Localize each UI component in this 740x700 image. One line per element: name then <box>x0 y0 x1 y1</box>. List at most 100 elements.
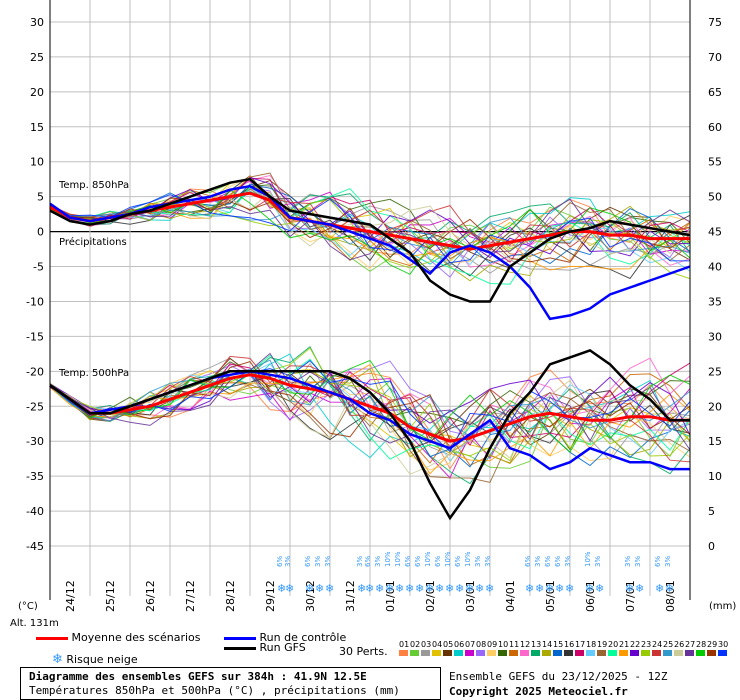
right-tick-label: 55 <box>708 156 722 169</box>
snow-risk-markers: 6% ❄ 3% ❄ 6% ❄ 3% ❄ 3% ❄ 3% ❄ 6% ❄ 3% ❄ 10% ❄ 10% ❄ 6% ❄ 6% ❄ 10… <box>276 551 674 595</box>
pert-swatch <box>465 650 474 656</box>
snow-risk-pct: 3% <box>474 556 482 567</box>
snow-risk-pct: 10% <box>464 551 472 567</box>
pert-number: 13 <box>531 640 542 649</box>
snowflake-icon: ❄ <box>277 582 286 595</box>
pert-swatch <box>432 650 441 656</box>
left-tick-label: -30 <box>26 435 44 448</box>
pert-number: 06 <box>454 640 465 649</box>
right-tick-label: 75 <box>708 16 722 29</box>
snow-risk-pct: 3% <box>314 556 322 567</box>
pert-number: 24 <box>652 640 663 649</box>
pert-number: 08 <box>476 640 487 649</box>
pert-number: 04 <box>432 640 443 649</box>
right-tick-label: 0 <box>708 540 715 553</box>
pert-number: 12 <box>520 640 531 649</box>
main-series <box>49 177 691 521</box>
run-info: Ensemble GEFS du 23/12/2025 - 12Z <box>449 670 668 683</box>
pert-number: 23 <box>641 640 652 649</box>
snowflake-icon: ❄ <box>365 582 374 595</box>
pert-swatch <box>718 650 727 656</box>
left-tick-label: 5 <box>37 191 44 204</box>
legend-mean-swatch <box>36 636 68 640</box>
pert-number: 10 <box>498 640 509 649</box>
snowflake-icon: ❄ <box>285 582 294 595</box>
date-tick-label: 03/01 <box>464 580 477 612</box>
member-line-01 <box>49 369 691 470</box>
pert-number: 19 <box>597 640 608 649</box>
member-line-02 <box>49 178 691 272</box>
snow-risk-pct: 6% <box>414 556 422 567</box>
right-tick-label: 45 <box>708 226 722 239</box>
snowflake-icon: ❄ <box>425 582 434 595</box>
pert-swatch <box>399 650 408 656</box>
snowflake-icon: ❄ <box>565 582 574 595</box>
pert-swatch <box>685 650 694 656</box>
perts-label: 30 Perts. <box>339 645 388 658</box>
snowflake-icon: ❄ <box>595 582 604 595</box>
date-tick-label: 02/01 <box>424 580 437 612</box>
left-tick-label: -35 <box>26 470 44 483</box>
left-tick-label: -45 <box>26 540 44 553</box>
pert-number: 07 <box>465 640 476 649</box>
snowflake-icon: ❄ <box>555 582 564 595</box>
snow-risk-pct: 6% <box>276 556 284 567</box>
pert-number: 11 <box>509 640 520 649</box>
snow-risk-pct: 3% <box>564 556 572 567</box>
snow-risk-pct: 10% <box>384 551 392 567</box>
snowflake-icon: ❄ <box>625 582 634 595</box>
pert-swatch <box>421 650 430 656</box>
member-line-24 <box>49 355 691 463</box>
snowflake-icon: ❄ <box>535 582 544 595</box>
date-tick-label: 07/01 <box>624 580 637 612</box>
chart-title-box: Diagramme des ensembles GEFS sur 384h : … <box>20 667 441 700</box>
snow-risk-pct: 3% <box>374 556 382 567</box>
legend-control-swatch <box>224 636 256 640</box>
pert-swatch <box>531 650 540 656</box>
pert-number: 02 <box>410 640 421 649</box>
snow-risk-pct: 10% <box>394 551 402 567</box>
date-tick-label: 25/12 <box>104 580 117 612</box>
left-tick-label: -40 <box>26 505 44 518</box>
pert-number: 26 <box>674 640 685 649</box>
pert-swatch <box>608 650 617 656</box>
pert-swatch <box>630 650 639 656</box>
member-line-25 <box>49 359 691 437</box>
member-line-04 <box>49 177 691 262</box>
snow-risk-pct: 6% <box>654 556 662 567</box>
snowflake-icon: ❄ <box>325 582 334 595</box>
legend-snow: ❄ Risque neige <box>52 652 138 667</box>
snowflake-icon: ❄ <box>435 582 444 595</box>
series-line-t850-2 <box>49 177 691 303</box>
legend-mean: Moyenne des scénarios <box>36 631 200 644</box>
right-tick-label: 15 <box>708 435 722 448</box>
snow-risk-pct: 3% <box>356 556 364 567</box>
legend-control-label: Run de contrôle <box>259 631 347 644</box>
pert-swatch <box>641 650 650 656</box>
pert-number: 18 <box>586 640 597 649</box>
date-tick-label: 05/01 <box>544 580 557 612</box>
right-tick-label: 40 <box>708 261 722 274</box>
series-line-t500-5 <box>49 349 690 521</box>
pert-number: 27 <box>685 640 696 649</box>
snowflake-icon: ❄ <box>385 582 394 595</box>
pert-swatch <box>597 650 606 656</box>
date-tick-label: 26/12 <box>144 580 157 612</box>
pert-swatch <box>520 650 529 656</box>
pert-number: 25 <box>663 640 674 649</box>
left-tick-label: 0 <box>37 226 44 239</box>
annotation-precip: Précipitations <box>59 236 127 248</box>
snow-risk-pct: 3% <box>594 556 602 567</box>
pert-number: 29 <box>707 640 718 649</box>
pert-number: 09 <box>487 640 498 649</box>
pert-number: 03 <box>421 640 432 649</box>
pert-number: 30 <box>718 640 729 649</box>
snowflake-icon: ❄ <box>655 582 664 595</box>
left-tick-label: 25 <box>30 51 44 64</box>
snow-risk-pct: 3% <box>634 556 642 567</box>
member-line-20 <box>49 354 691 460</box>
snowflake-icon: ❄ <box>545 582 554 595</box>
pert-number: 15 <box>553 640 564 649</box>
pert-number: 21 <box>619 640 630 649</box>
